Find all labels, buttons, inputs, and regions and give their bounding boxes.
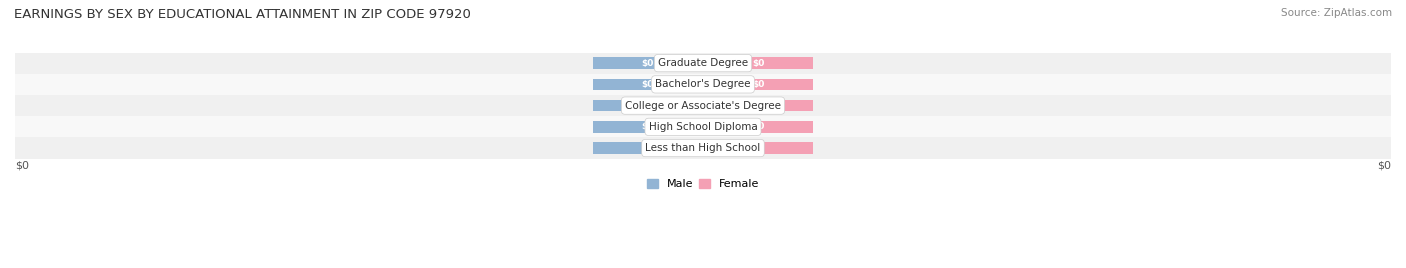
Text: $0: $0: [752, 144, 765, 152]
Bar: [593, 121, 703, 133]
Legend: Male, Female: Male, Female: [643, 174, 763, 193]
Bar: [15, 116, 1391, 137]
Bar: [15, 53, 1391, 74]
Bar: [703, 121, 813, 133]
Text: Source: ZipAtlas.com: Source: ZipAtlas.com: [1281, 8, 1392, 18]
Text: EARNINGS BY SEX BY EDUCATIONAL ATTAINMENT IN ZIP CODE 97920: EARNINGS BY SEX BY EDUCATIONAL ATTAINMEN…: [14, 8, 471, 21]
Bar: [15, 95, 1391, 116]
Bar: [15, 74, 1391, 95]
Text: Bachelor's Degree: Bachelor's Degree: [655, 79, 751, 89]
Bar: [593, 142, 703, 154]
Text: $0: $0: [641, 122, 654, 131]
Text: $0: $0: [1376, 161, 1391, 171]
Text: $0: $0: [641, 59, 654, 68]
Text: College or Associate's Degree: College or Associate's Degree: [626, 100, 780, 111]
Text: $0: $0: [641, 144, 654, 152]
Bar: [703, 142, 813, 154]
Text: $0: $0: [15, 161, 30, 171]
Text: $0: $0: [641, 101, 654, 110]
Text: $0: $0: [752, 80, 765, 89]
Bar: [593, 79, 703, 90]
Text: $0: $0: [752, 59, 765, 68]
Text: Graduate Degree: Graduate Degree: [658, 58, 748, 68]
Text: Less than High School: Less than High School: [645, 143, 761, 153]
Text: High School Diploma: High School Diploma: [648, 122, 758, 132]
Bar: [703, 100, 813, 111]
Text: $0: $0: [752, 122, 765, 131]
Bar: [593, 100, 703, 111]
Bar: [703, 79, 813, 90]
Bar: [703, 57, 813, 69]
Text: $0: $0: [752, 101, 765, 110]
Bar: [593, 57, 703, 69]
Text: $0: $0: [641, 80, 654, 89]
Bar: [15, 137, 1391, 159]
